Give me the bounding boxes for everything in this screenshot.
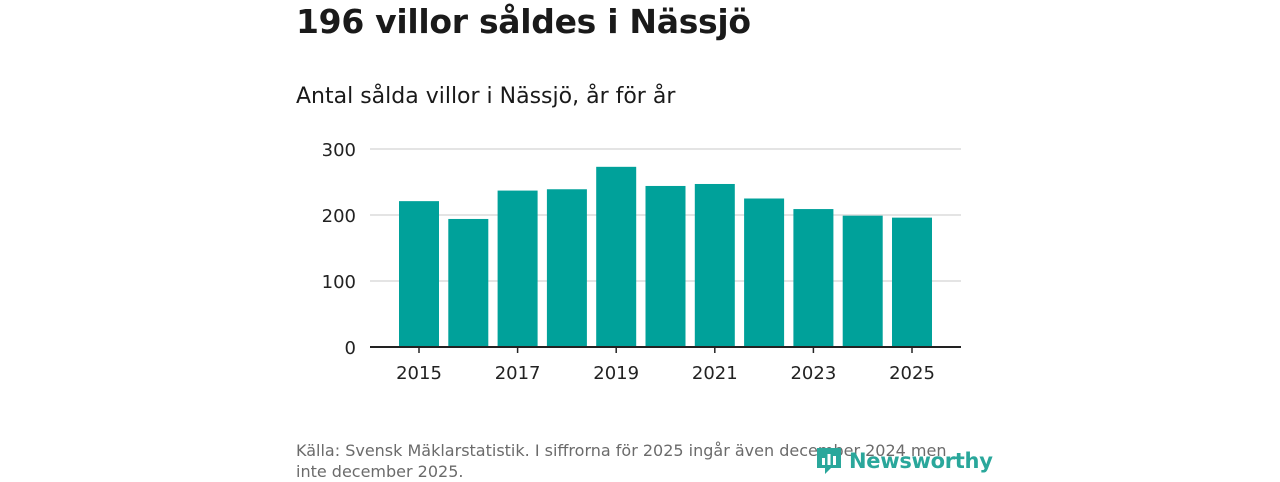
newsworthy-logo-icon <box>817 448 841 474</box>
x-tick-label: 2017 <box>495 363 541 384</box>
headline: 196 villor såldes i Nässjö <box>296 2 751 41</box>
bars <box>399 166 932 347</box>
logo-text: Newsworthy <box>849 449 993 473</box>
bar-2015 <box>399 201 439 347</box>
y-axis-ticks: 0 100 200 300 <box>322 140 356 359</box>
bar-2017 <box>497 190 538 347</box>
bar-2019 <box>596 166 637 347</box>
bar-2024 <box>842 215 883 347</box>
chart-title: Antal sålda villor i Nässjö, år för år <box>296 84 676 109</box>
y-tick-label: 0 <box>345 338 356 359</box>
x-axis-ticks: 2015 2017 2019 2021 2023 2025 <box>396 347 935 384</box>
y-tick-label: 200 <box>322 206 356 227</box>
x-tick-label: 2015 <box>396 363 442 384</box>
source-note: Källa: Svensk Mäklarstatistik. I siffror… <box>296 441 947 481</box>
x-tick-label: 2019 <box>593 363 639 384</box>
x-tick-label: 2025 <box>889 363 935 384</box>
bar-2018 <box>546 189 587 347</box>
bar-2022 <box>744 198 785 347</box>
y-tick-label: 300 <box>322 140 356 161</box>
x-tick-label: 2023 <box>790 363 836 384</box>
x-tick-label: 2021 <box>692 363 738 384</box>
bar-2023 <box>793 209 834 347</box>
bar-2021 <box>694 183 735 347</box>
y-tick-label: 100 <box>322 272 356 293</box>
bar-chart: 0 100 200 300 2015 2017 2019 2021 2023 2025 <box>322 140 961 384</box>
newsworthy-logo: Newsworthy <box>815 446 993 476</box>
bar-2016 <box>448 218 489 347</box>
bar-2020 <box>645 185 686 347</box>
bar-2025 <box>892 217 932 347</box>
